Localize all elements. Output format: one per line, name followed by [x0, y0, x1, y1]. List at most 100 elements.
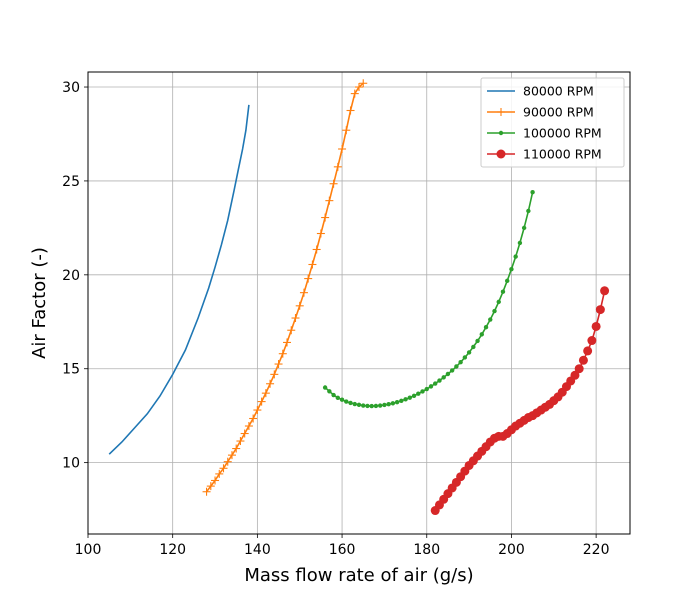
x-tick-label: 100 [75, 542, 102, 558]
data-point [509, 266, 514, 272]
data-point [583, 346, 593, 356]
data-point [232, 444, 241, 453]
data-point [295, 301, 304, 310]
data-point [600, 286, 610, 296]
data-point [333, 162, 342, 171]
data-point [261, 389, 270, 398]
data-point [253, 406, 262, 415]
data-point [219, 464, 228, 473]
data-point [441, 375, 446, 380]
data-point [331, 392, 336, 398]
data-point [407, 395, 413, 400]
data-point [249, 414, 258, 423]
y-tick-label: 10 [62, 456, 80, 472]
data-point [496, 299, 501, 305]
data-point [587, 336, 597, 346]
data-point [348, 400, 353, 406]
legend-marker [497, 108, 505, 116]
data-point [308, 260, 317, 269]
legend-label: 90000 RPM [523, 105, 594, 120]
data-point [369, 403, 374, 409]
data-point [591, 321, 601, 331]
data-point [299, 288, 308, 297]
data-point [361, 403, 366, 408]
data-point [291, 314, 300, 323]
data-point [359, 79, 368, 88]
grid [87, 72, 630, 534]
data-point [578, 355, 588, 365]
data-point [339, 397, 345, 402]
legend-item: 100000 RPM [487, 126, 602, 141]
data-point [449, 368, 455, 373]
data-point [466, 350, 472, 355]
data-point [266, 379, 275, 388]
data-point [445, 371, 451, 377]
data-point [521, 225, 527, 231]
y-tick-label: 30 [62, 80, 80, 96]
data-point [274, 360, 283, 369]
data-point [215, 469, 224, 478]
data-point [312, 245, 321, 254]
legend-marker [496, 149, 506, 159]
data-point [283, 338, 292, 347]
legend-label: 110000 RPM [523, 147, 602, 162]
data-point [399, 398, 404, 404]
legend: 80000 RPM 90000 RPM 100000 RPM 110000 RP… [480, 77, 625, 168]
data-point [350, 89, 359, 98]
data-point [344, 399, 349, 404]
data-point [202, 487, 211, 496]
data-point [227, 451, 236, 460]
data-point [475, 338, 480, 344]
legend-marker [498, 130, 504, 136]
data-point [420, 389, 425, 394]
data-point [513, 254, 518, 259]
data-point [257, 397, 266, 406]
data-point [403, 397, 408, 402]
legend-item: 80000 RPM [487, 84, 594, 99]
data-point [471, 344, 476, 350]
data-point [373, 403, 379, 409]
data-point [270, 370, 279, 379]
data-point [356, 402, 362, 407]
data-point [437, 378, 442, 383]
data-point [304, 274, 313, 283]
legend-label: 100000 RPM [523, 126, 602, 141]
data-point [322, 385, 328, 390]
plot-frame [87, 71, 631, 535]
data-point [458, 359, 463, 365]
data-point [236, 437, 245, 446]
data-point [355, 83, 363, 92]
series-line [205, 82, 364, 493]
data-point [352, 401, 357, 407]
legend-item: 90000 RPM [487, 105, 594, 120]
x-axis-label: Mass flow rate of air (g/s) [244, 565, 473, 586]
data-point [327, 389, 332, 394]
data-point [530, 189, 535, 195]
y-axis-label: Air Factor (-) [29, 247, 50, 359]
data-point [595, 305, 605, 315]
data-point [428, 384, 434, 389]
data-point [411, 393, 417, 398]
data-point [479, 332, 484, 337]
data-point [329, 179, 338, 188]
data-point [483, 325, 489, 330]
y-tick-label: 20 [62, 268, 80, 284]
x-tick-label: 220 [583, 542, 610, 558]
x-tick-label: 160 [329, 542, 356, 558]
data-point [570, 370, 580, 380]
data-point [338, 145, 347, 153]
data-point [517, 240, 523, 246]
axis-ticks: 100 120 140 160 180 200 220 10 15 20 25 30 [62, 80, 609, 558]
data-point [342, 126, 351, 135]
series-1 [202, 79, 368, 496]
data-point [206, 482, 215, 491]
data-point [390, 401, 396, 406]
data-point [462, 355, 468, 360]
data-point [244, 422, 253, 431]
legend-item: 110000 RPM [487, 147, 602, 162]
data-point [505, 278, 510, 284]
data-point [382, 402, 387, 408]
series-0 [108, 104, 250, 455]
data-point [377, 403, 383, 408]
